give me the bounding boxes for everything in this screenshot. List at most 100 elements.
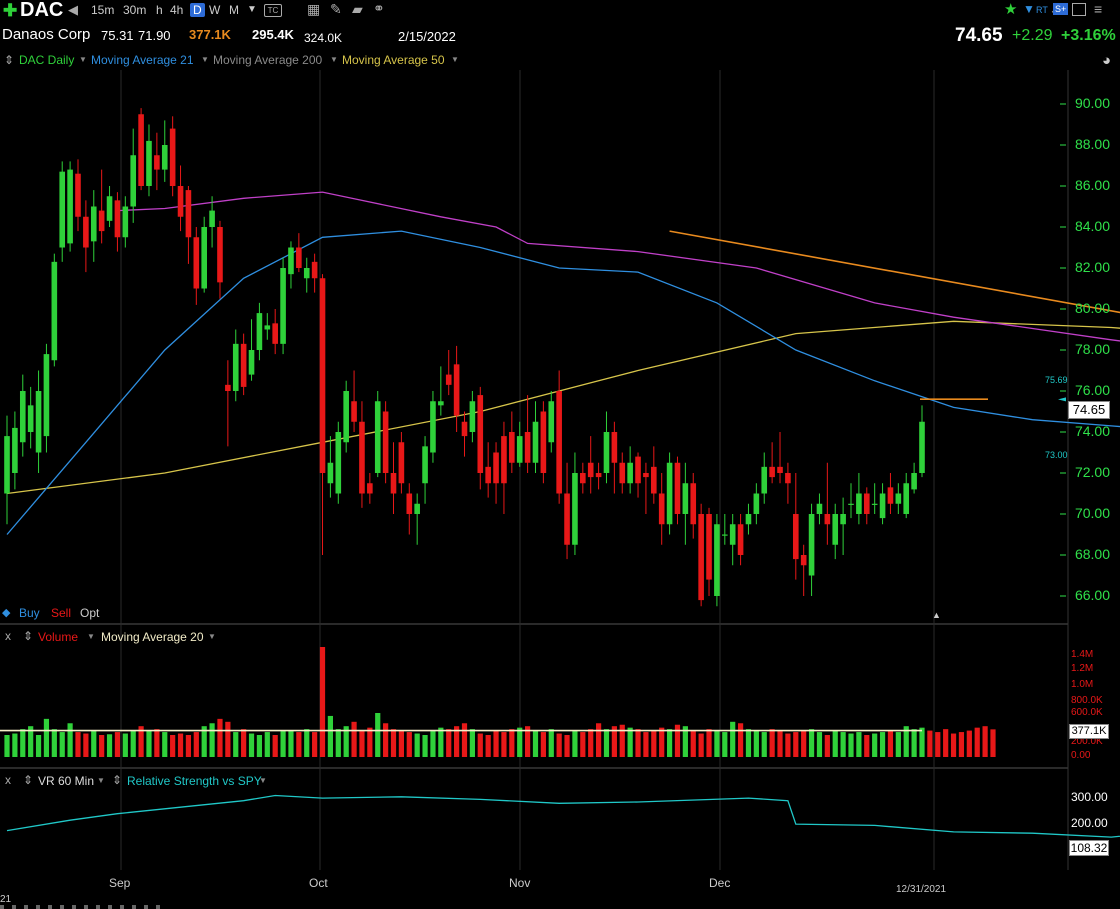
candle-body	[595, 473, 602, 478]
volume-bar	[375, 713, 381, 757]
share-icon[interactable]: ⚭	[373, 0, 385, 16]
window-icon[interactable]	[1072, 3, 1086, 16]
volume-bar	[359, 730, 365, 757]
menu-icon[interactable]: ≡	[1094, 1, 1103, 17]
volume-bar	[12, 733, 18, 757]
candle-body	[280, 268, 286, 344]
legend-ma50-dropdown-icon[interactable]: ▼	[451, 55, 459, 64]
candle	[209, 196, 215, 248]
interval-dropdown-icon[interactable]: ▼	[247, 4, 257, 15]
volume-bar	[801, 730, 807, 757]
candle	[666, 452, 673, 535]
quote-bar: Danaos Corp 75.31 71.90 377.1K 295.4K 32…	[0, 22, 1120, 48]
legend-ma21-dropdown-icon[interactable]: ▼	[201, 55, 209, 64]
scroll-up-icon[interactable]: ▲	[932, 610, 941, 620]
legend-ma21[interactable]: Moving Average 21	[91, 53, 194, 67]
volume-bar	[201, 726, 207, 757]
candle	[871, 483, 878, 514]
candle	[895, 483, 902, 514]
speaker-icon[interactable]: ◀	[68, 2, 78, 17]
volume-handle-icon[interactable]: ⇕	[23, 629, 34, 643]
palette-icon[interactable]: ◕	[1102, 52, 1112, 69]
resistance-trendline	[669, 230, 1120, 314]
candle-body	[311, 261, 318, 279]
buy-button[interactable]: Buy	[19, 606, 40, 620]
candle	[540, 401, 547, 484]
volume-close-button[interactable]: x	[5, 629, 11, 643]
buy-sell-icon[interactable]: ◆	[2, 607, 11, 619]
candle-body	[603, 432, 610, 473]
volume-bar	[580, 732, 586, 757]
legend-handle-icon[interactable]: ⇕	[4, 53, 15, 67]
star-icon[interactable]: ★	[1004, 1, 1018, 18]
interval-w[interactable]: W	[209, 3, 221, 17]
scroll-track[interactable]	[0, 905, 160, 909]
volume-bar	[146, 730, 152, 757]
opt-button[interactable]: Opt	[80, 606, 100, 620]
price-axis-tick: 82.00	[1074, 259, 1110, 275]
vr-label[interactable]: VR 60 Min	[38, 774, 95, 788]
legend-main[interactable]: DAC Daily	[19, 53, 75, 67]
interval-d[interactable]: D	[190, 3, 205, 17]
candle	[51, 253, 58, 367]
candle	[19, 374, 26, 457]
legend-ma50[interactable]: Moving Average 50	[342, 53, 445, 67]
candle-body	[146, 140, 152, 186]
candle	[445, 350, 452, 396]
volume-bar	[28, 726, 34, 757]
add-symbol-icon[interactable]: ✚	[3, 1, 18, 20]
interval-15m[interactable]: 15m	[91, 3, 115, 17]
legend-ma200[interactable]: Moving Average 200	[213, 53, 323, 67]
candle-body	[682, 483, 689, 514]
volume-bar	[501, 732, 507, 757]
volume-bar	[966, 730, 972, 757]
candle-body	[800, 555, 807, 566]
candle-body	[485, 466, 491, 484]
note-icon[interactable]: ▰	[352, 1, 363, 17]
candle-body	[217, 227, 223, 283]
candle	[390, 442, 397, 514]
interval-30m[interactable]: 30m	[123, 3, 147, 17]
candle	[430, 391, 436, 463]
interval-m[interactable]: M	[229, 3, 239, 17]
rs-dropdown-icon[interactable]: ▼	[259, 776, 267, 785]
legend-ma200-dropdown-icon[interactable]: ▼	[330, 55, 338, 64]
volume-bar	[422, 735, 428, 757]
volume-bar	[517, 727, 523, 757]
ma21-line	[6, 230, 1120, 535]
rs-title[interactable]: Relative Strength vs SPY	[127, 774, 262, 788]
candle-body	[879, 493, 886, 519]
legend-main-dropdown-icon[interactable]: ▼	[79, 55, 87, 64]
candle	[737, 514, 744, 566]
rs-handle-icon[interactable]: ⇕	[23, 773, 34, 787]
candle-body	[114, 200, 121, 238]
ticker-icon[interactable]: TC	[264, 4, 282, 17]
candle-body	[445, 374, 452, 385]
calculator-icon[interactable]: ▦	[307, 1, 321, 17]
candle-body	[895, 493, 902, 504]
volume-title[interactable]: Volume	[38, 630, 79, 644]
volume-bar	[982, 726, 988, 757]
rs-close-button[interactable]: x	[5, 773, 11, 787]
symbol-label[interactable]: DAC	[20, 0, 64, 21]
candle-body	[477, 395, 484, 473]
rt-label[interactable]: RT	[1036, 5, 1048, 15]
volume-dropdown-icon[interactable]: ▼	[87, 632, 95, 641]
interval-4h[interactable]: 4h	[170, 3, 184, 17]
filter-icon[interactable]: ▼	[1023, 2, 1035, 16]
interval-h[interactable]: h	[156, 3, 163, 17]
candle	[335, 421, 342, 504]
volume-bar	[383, 723, 389, 757]
volume-bar	[532, 730, 539, 757]
s-plus-badge[interactable]: S+	[1053, 3, 1069, 15]
draw-icon[interactable]: ✎	[330, 1, 342, 17]
volume-ma-dropdown-icon[interactable]: ▼	[208, 632, 216, 641]
candle-body	[611, 432, 618, 463]
volume-bar	[564, 735, 570, 757]
volume-ma-label[interactable]: Moving Average 20	[101, 630, 204, 644]
rs-handle2-icon[interactable]: ⇕	[112, 773, 123, 787]
vr-dropdown-icon[interactable]: ▼	[97, 776, 105, 785]
candle-body	[335, 432, 342, 494]
sell-button[interactable]: Sell	[51, 606, 72, 620]
